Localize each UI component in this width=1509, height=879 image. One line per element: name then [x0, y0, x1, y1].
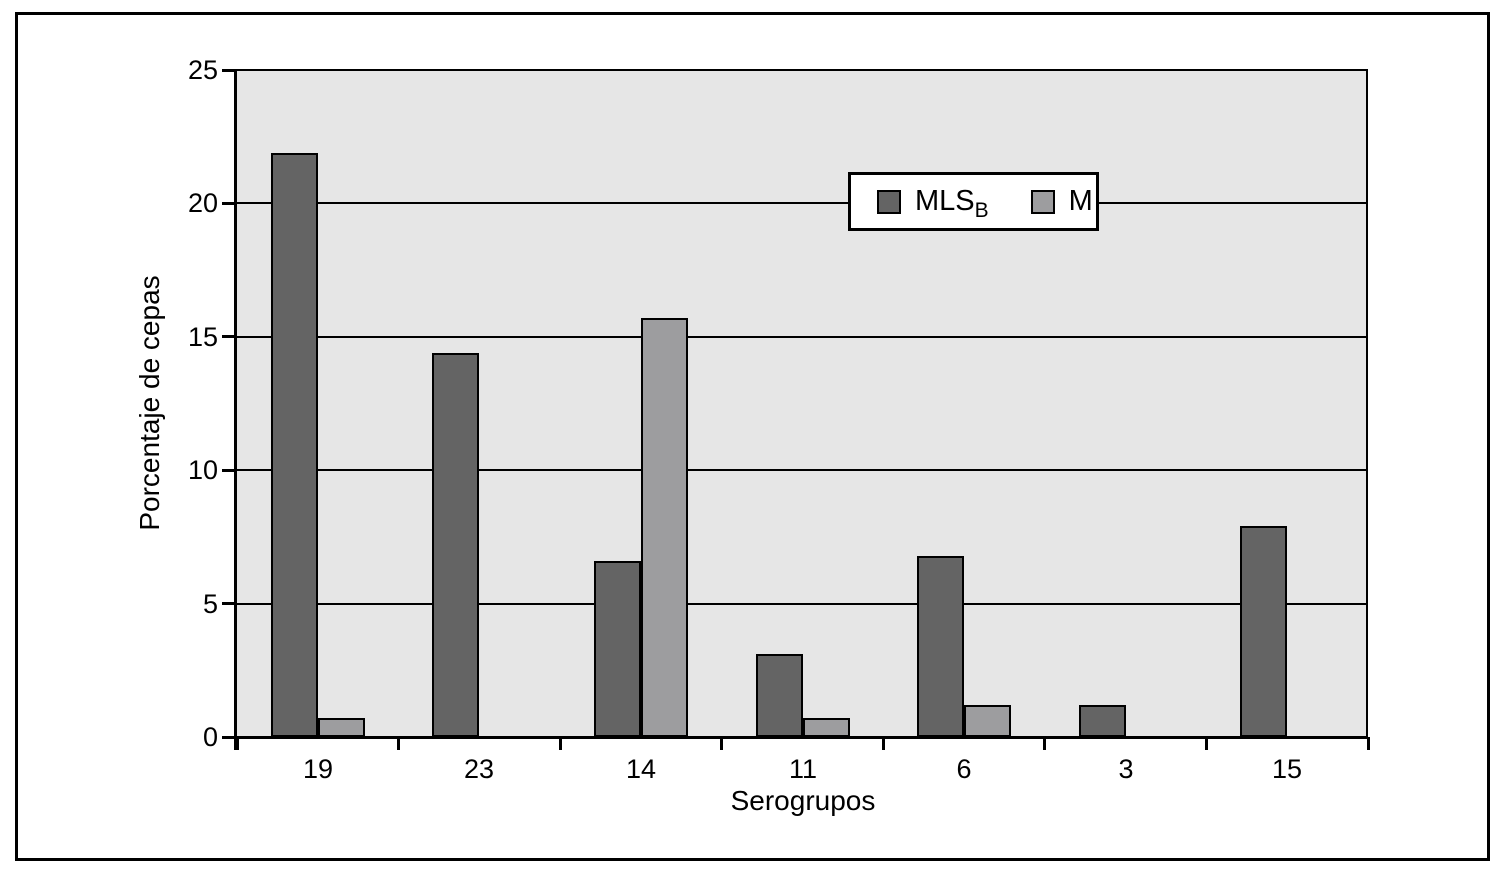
- y-axis-title: Porcentaje de cepas: [134, 275, 165, 531]
- legend-label-m: M: [1068, 185, 1093, 217]
- y-tick-label-5: 5: [202, 588, 218, 619]
- x-tick-0: [236, 737, 239, 750]
- y-tick-5: [222, 602, 237, 606]
- gridline-15: [237, 335, 1368, 338]
- x-tick-2: [559, 737, 562, 750]
- y-tick-label-25: 25: [187, 55, 218, 85]
- gridline-5: [237, 602, 1368, 605]
- y-tick-20: [222, 201, 237, 205]
- x-tick-3: [720, 737, 723, 750]
- x-tick-4: [882, 737, 885, 750]
- bar-mlsb-3: [1079, 705, 1126, 737]
- y-tick-label-15: 15: [187, 321, 218, 352]
- y-tick-label-0: 0: [202, 722, 218, 752]
- x-tick-6: [1205, 737, 1208, 750]
- legend: MLSB M: [848, 172, 1099, 231]
- bar-m-11: [803, 718, 850, 737]
- gridline-10: [237, 469, 1368, 472]
- bar-m-14: [641, 318, 688, 737]
- x-tick-label-11: 11: [788, 754, 818, 784]
- bar-mlsb-14: [594, 561, 641, 737]
- x-tick-label-23: 23: [463, 754, 495, 784]
- y-tick-25: [222, 68, 237, 72]
- x-tick-label-15: 15: [1271, 754, 1303, 784]
- legend-label-mlsb: MLSB: [915, 185, 989, 222]
- bar-m-19: [318, 718, 365, 737]
- bar-mlsb-19: [271, 153, 318, 737]
- x-tick-5: [1043, 737, 1046, 750]
- y-axis-line: [234, 70, 237, 750]
- y-tick-10: [222, 468, 237, 472]
- x-tick-label-6: 6: [956, 754, 972, 784]
- legend-swatch-mlsb-icon: [877, 189, 901, 214]
- bar-mlsb-15: [1240, 526, 1287, 737]
- plot-area: [237, 70, 1368, 737]
- y-tick-label-10: 10: [187, 455, 218, 486]
- y-tick-label-20: 20: [187, 188, 218, 219]
- x-axis-title: Serogrupos: [730, 785, 876, 816]
- legend-swatch-m-icon: [1030, 189, 1055, 214]
- x-tick-label-14: 14: [625, 754, 657, 784]
- bar-m-6: [964, 705, 1011, 737]
- bar-mlsb-11: [756, 654, 803, 737]
- bar-mlsb-23: [432, 353, 479, 737]
- x-tick-1: [397, 737, 400, 750]
- gridline-20: [237, 202, 1368, 205]
- bar-mlsb-6: [917, 556, 964, 737]
- x-axis-line: [234, 736, 1368, 739]
- x-tick-label-19: 19: [302, 754, 334, 784]
- x-tick-label-3: 3: [1118, 754, 1134, 784]
- gridline-25: [237, 69, 1368, 71]
- y-tick-0: [222, 735, 237, 739]
- y-tick-15: [222, 335, 237, 339]
- x-tick-7: [1367, 737, 1370, 750]
- plot-right-border: [1366, 70, 1368, 737]
